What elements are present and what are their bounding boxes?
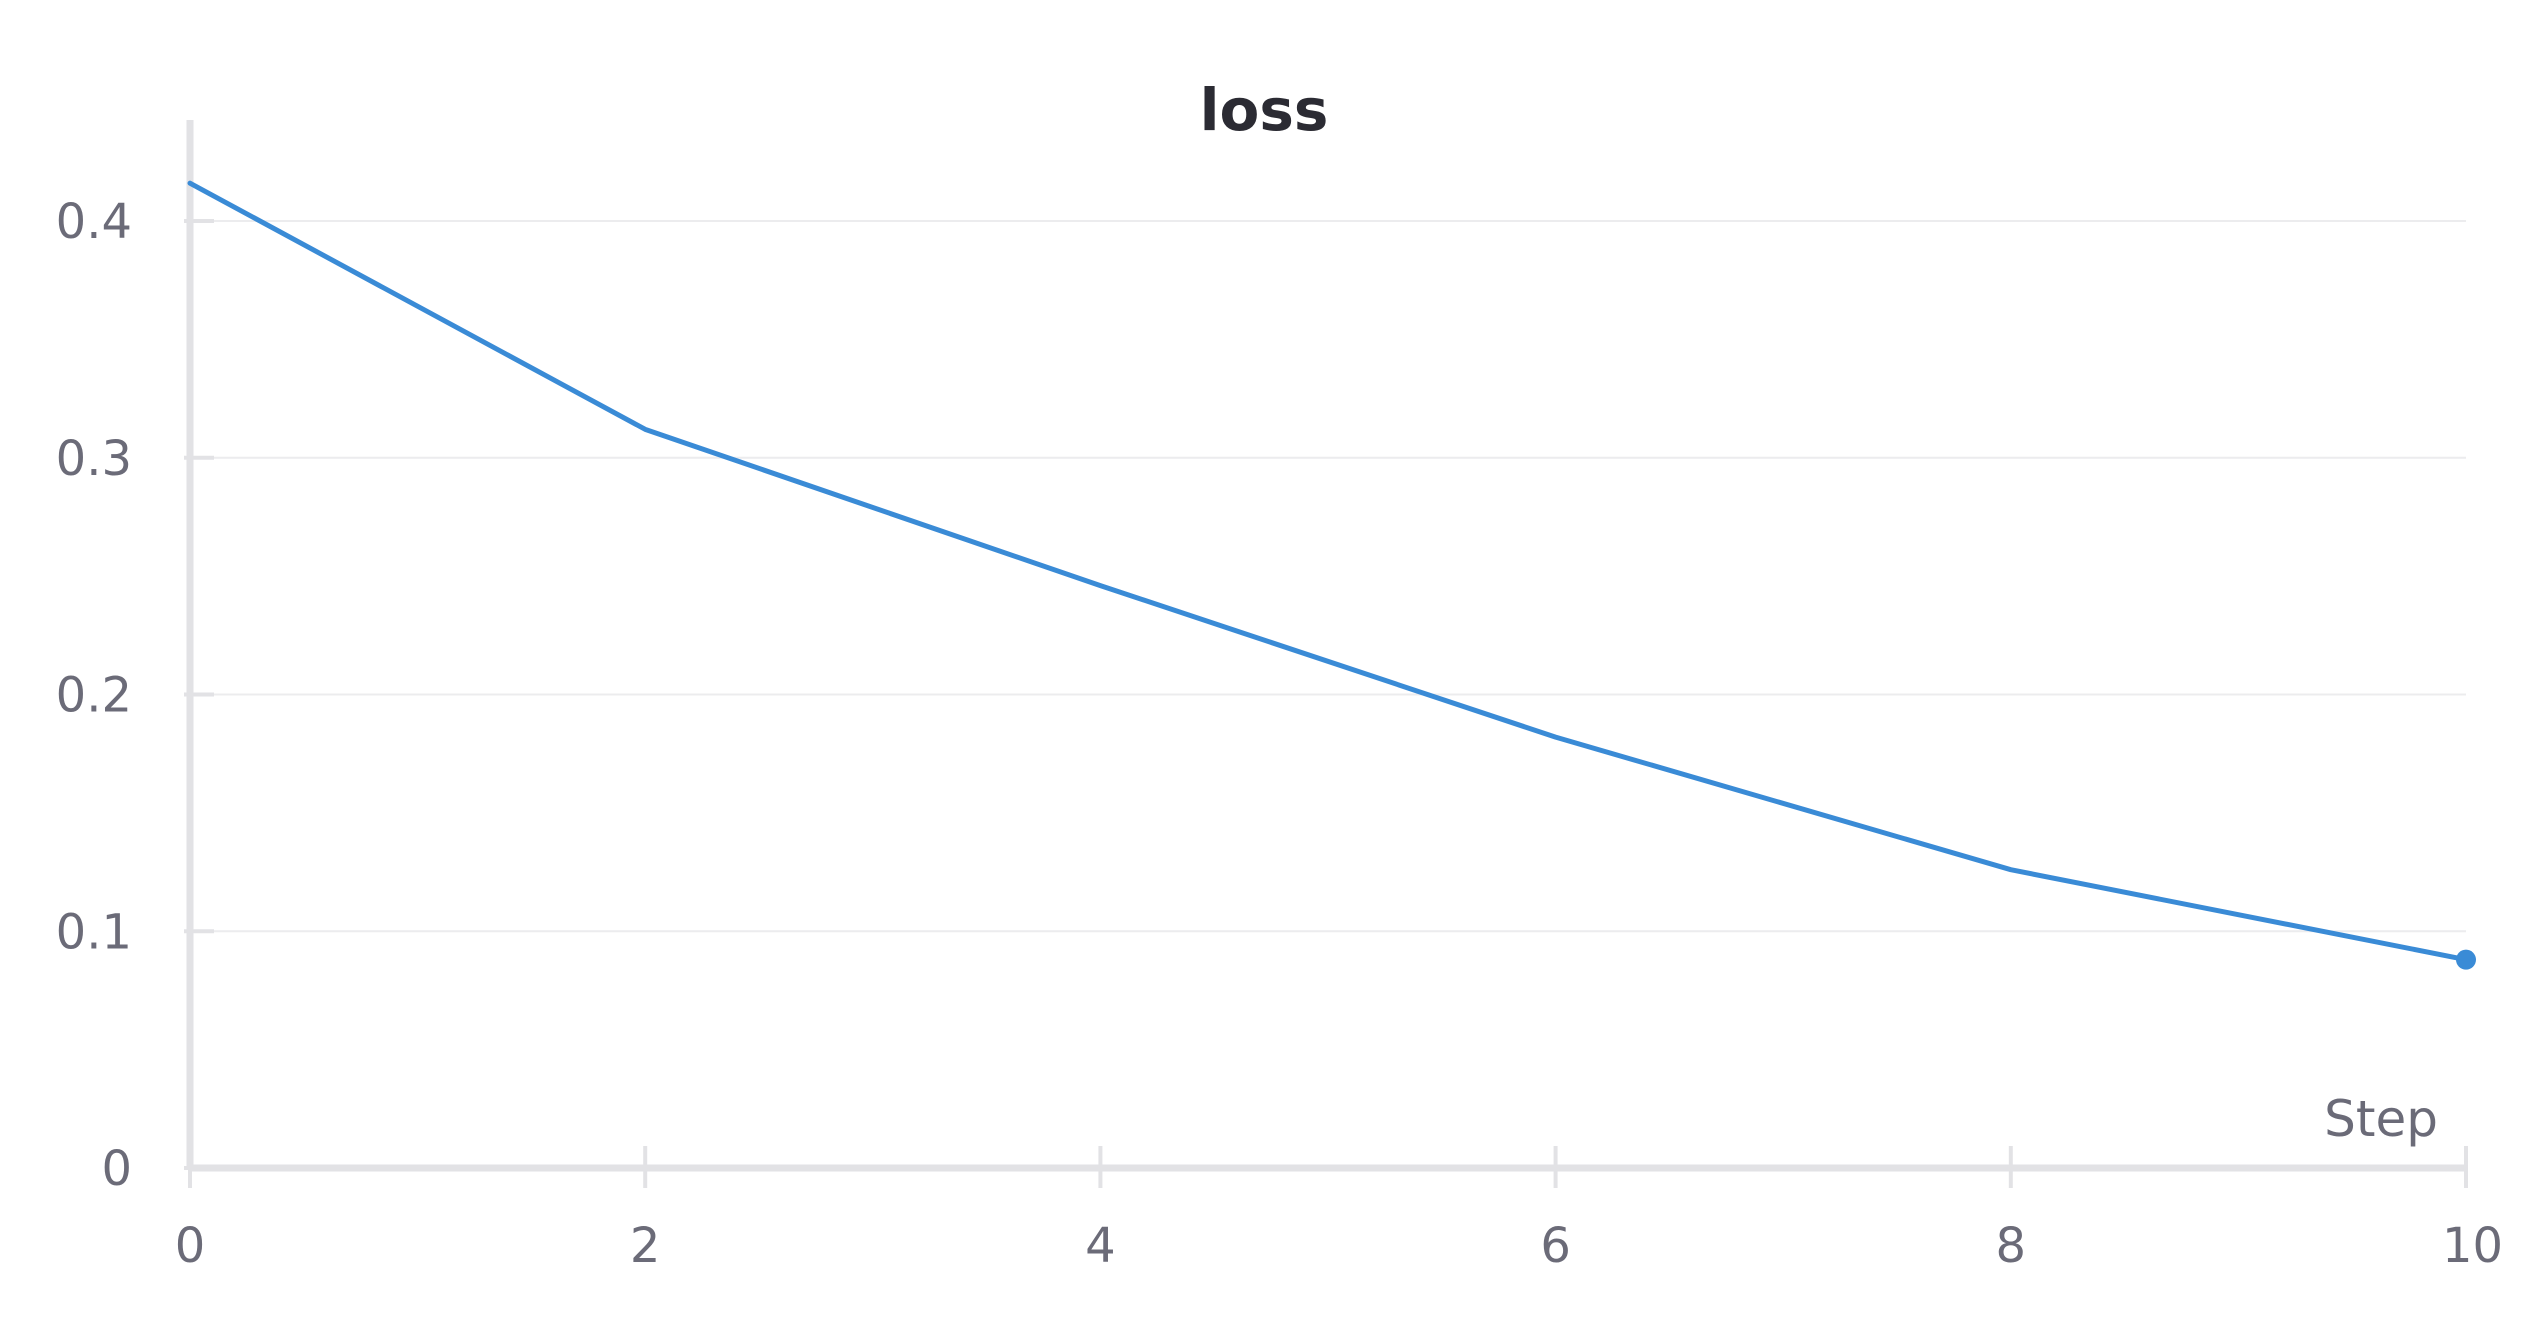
y-tick-label: 0.3 (56, 431, 132, 487)
series-end-marker (2456, 949, 2476, 970)
y-tick-label: 0 (101, 1141, 132, 1197)
x-tick-label: 10 (2442, 1218, 2503, 1274)
grid-lines (190, 220, 2466, 933)
x-tick-label: 2 (630, 1218, 661, 1274)
x-axis-title: Step (2324, 1090, 2438, 1148)
y-tick-label: 0.1 (56, 904, 132, 960)
chart-title: loss (1200, 76, 1329, 144)
x-tick-label: 8 (1996, 1218, 2027, 1274)
x-tick-label: 6 (1540, 1218, 1571, 1274)
y-tick-label: 0.2 (56, 668, 132, 724)
loss-series-line (187, 180, 2469, 963)
x-tick-label: 4 (1085, 1218, 1116, 1274)
axes (184, 120, 2468, 1188)
x-tick-label: 0 (175, 1218, 206, 1274)
tick-labels: 0 0.1 0.2 0.3 0.4 0 2 4 6 8 10 (56, 194, 2503, 1274)
series-layer (187, 180, 2476, 970)
y-tick-label: 0.4 (56, 194, 132, 250)
